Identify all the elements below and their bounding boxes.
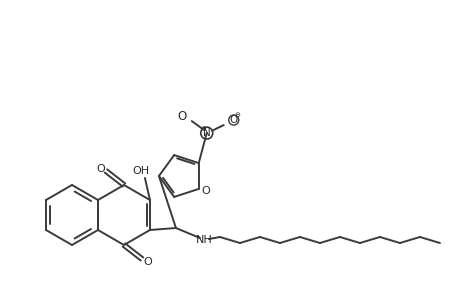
Text: O: O [177,110,186,123]
Text: OH: OH [132,166,149,176]
Text: O: O [143,257,152,267]
Text: O: O [229,115,237,125]
Text: ⊕: ⊕ [201,126,206,132]
Text: N: N [202,128,210,138]
Text: O: O [96,164,105,174]
Text: NH: NH [195,235,212,245]
Text: O: O [201,186,210,196]
Text: ⊖: ⊖ [234,112,240,118]
